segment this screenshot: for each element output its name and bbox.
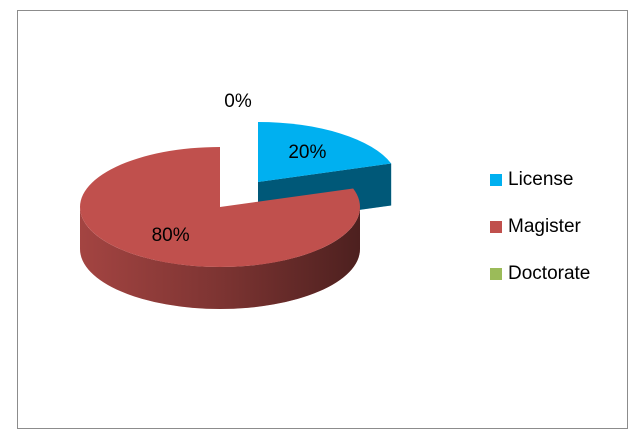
legend-label: Doctorate <box>508 263 590 284</box>
pie-slice <box>80 147 360 309</box>
data-label: 80% <box>152 225 190 246</box>
data-label: 20% <box>288 142 326 163</box>
legend-swatch <box>490 221 502 233</box>
legend-swatch <box>490 268 502 280</box>
slice-top <box>80 147 360 267</box>
slice-top <box>258 122 392 182</box>
legend-label: Magister <box>508 216 582 237</box>
legend-label: License <box>508 169 574 190</box>
slice-side-shade <box>80 207 360 309</box>
legend-swatch <box>490 174 502 186</box>
data-label: 0% <box>224 91 252 112</box>
